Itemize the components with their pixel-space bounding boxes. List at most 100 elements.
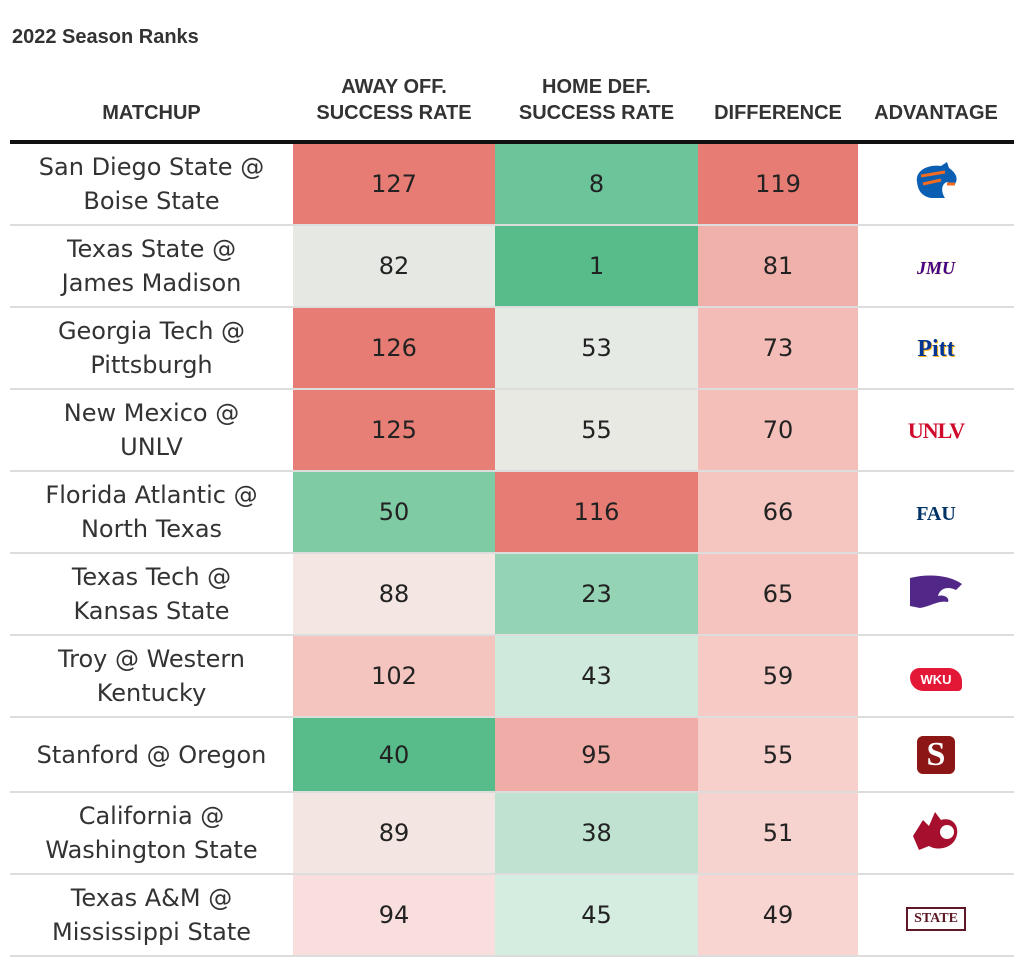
difference-cell: 81 — [698, 225, 858, 308]
table-row: Stanford @ Oregon 40 95 55 S — [10, 717, 1014, 793]
table-row: Texas A&M @ Mississippi State 94 45 49 STATE — [10, 874, 1014, 957]
matchup-line: Stanford @ Oregon — [36, 740, 267, 769]
matchup-cell: San Diego State @ Boise State — [10, 142, 293, 226]
advantage-cell: UNLV — [858, 389, 1014, 472]
stanford-logo: S — [916, 735, 956, 774]
header-row: MATCHUP AWAY OFF. SUCCESS RATE HOME DEF. SUC… — [10, 73, 1014, 144]
away-off-cell: 50 — [293, 471, 495, 554]
kansas-state-logo — [908, 572, 964, 617]
matchup-line: James Madison — [61, 269, 242, 297]
home-def-cell: 95 — [495, 717, 698, 793]
column-header-line: SUCCESS RATE — [518, 102, 675, 124]
matchup-line: California @ — [78, 802, 225, 830]
matchup-cell: Florida Atlantic @ North Texas — [10, 471, 293, 554]
away-off-cell: 94 — [293, 874, 495, 957]
washington-state-logo — [909, 806, 963, 861]
column-header-line: AWAY OFF. — [341, 76, 447, 98]
home-def-cell: 38 — [495, 792, 698, 875]
matchup-line: Washington State — [45, 836, 258, 864]
away-off-cell: 127 — [293, 142, 495, 226]
matchup-line: Boise State — [83, 187, 220, 215]
table-row: California @ Washington State 89 38 51 — [10, 792, 1014, 875]
table-title: 2022 Season Ranks — [12, 26, 199, 48]
boise-state-logo — [911, 161, 961, 207]
matchup-cell: Georgia Tech @ Pittsburgh — [10, 307, 293, 390]
advantage-cell: STATE — [858, 874, 1014, 957]
home-def-cell: 53 — [495, 307, 698, 390]
matchup-line: Mississippi State — [51, 918, 252, 946]
home-def-cell: 45 — [495, 874, 698, 957]
column-header-line: ADVANTAGE — [874, 102, 998, 124]
mississippi-state-logo: STATE — [906, 906, 966, 931]
matchup-line: UNLV — [120, 433, 183, 461]
advantage-cell: WKU — [858, 635, 1014, 718]
matchup-cell: Texas Tech @ Kansas State — [10, 553, 293, 636]
difference-cell: 49 — [698, 874, 858, 957]
column-header-advantage: ADVANTAGE — [858, 73, 1014, 144]
away-off-cell: 126 — [293, 307, 495, 390]
away-off-cell: 89 — [293, 792, 495, 875]
column-header-line: MATCHUP — [102, 102, 201, 124]
advantage-cell — [858, 553, 1014, 636]
table-row: Texas Tech @ Kansas State 88 23 65 — [10, 553, 1014, 636]
table-row: Florida Atlantic @ North Texas 50 116 66 FAU — [10, 471, 1014, 554]
wku-logo: WKU — [910, 667, 962, 691]
advantage-cell: Pitt — [858, 307, 1014, 390]
difference-cell: 70 — [698, 389, 858, 472]
home-def-cell: 1 — [495, 225, 698, 308]
advantage-cell: S — [858, 717, 1014, 793]
unlv-logo: UNLV — [907, 418, 965, 443]
matchup-line: Pittsburgh — [90, 351, 213, 379]
matchup-cell: Texas A&M @ Mississippi State — [10, 874, 293, 957]
column-header-difference: DIFFERENCE — [698, 73, 858, 144]
table-row: Georgia Tech @ Pittsburgh 126 53 73 Pitt — [10, 307, 1014, 390]
difference-cell: 73 — [698, 307, 858, 390]
table-row: Troy @ Western Kentucky 102 43 59 WKU — [10, 635, 1014, 718]
column-header-line: SUCCESS RATE — [316, 102, 472, 124]
home-def-cell: 43 — [495, 635, 698, 718]
home-def-cell: 116 — [495, 471, 698, 554]
away-off-cell: 82 — [293, 225, 495, 308]
matchup-line: Texas Tech @ — [71, 563, 232, 591]
matchup-line: Florida Atlantic @ — [45, 481, 258, 509]
table-row: Texas State @ James Madison 82 1 81 JMU — [10, 225, 1014, 308]
matchup-line: North Texas — [80, 515, 223, 543]
advantage-cell: FAU — [858, 471, 1014, 554]
pitt-logo: Pitt — [917, 335, 955, 362]
matchup-line: San Diego State @ — [38, 153, 265, 181]
difference-cell: 66 — [698, 471, 858, 554]
away-off-cell: 102 — [293, 635, 495, 718]
advantage-cell: JMU — [858, 225, 1014, 308]
matchup-line: Texas State @ — [66, 235, 237, 263]
home-def-cell: 55 — [495, 389, 698, 472]
table-row: San Diego State @ Boise State 127 8 119 — [10, 142, 1014, 226]
home-def-cell: 8 — [495, 142, 698, 226]
matchup-cell: Troy @ Western Kentucky — [10, 635, 293, 718]
fau-logo: FAU — [916, 503, 956, 525]
advantage-cell — [858, 792, 1014, 875]
difference-cell: 55 — [698, 717, 858, 793]
difference-cell: 51 — [698, 792, 858, 875]
matchup-line: Troy @ Western — [57, 645, 246, 673]
column-header-away-off: AWAY OFF. SUCCESS RATE — [293, 73, 495, 144]
difference-cell: 65 — [698, 553, 858, 636]
matchup-line: Texas A&M @ — [70, 884, 233, 912]
matchup-cell: Stanford @ Oregon — [10, 717, 293, 793]
column-header-line: HOME DEF. — [542, 76, 651, 98]
column-header-home-def: HOME DEF. SUCCESS RATE — [495, 73, 698, 144]
away-off-cell: 88 — [293, 553, 495, 636]
matchup-line: New Mexico @ — [63, 399, 240, 427]
matchup-line: Kentucky — [96, 679, 207, 707]
difference-cell: 119 — [698, 142, 858, 226]
matchup-line: Kansas State — [73, 597, 230, 625]
column-header-line: DIFFERENCE — [714, 102, 842, 124]
home-def-cell: 23 — [495, 553, 698, 636]
away-off-cell: 40 — [293, 717, 495, 793]
matchup-line: Georgia Tech @ — [57, 317, 246, 345]
matchup-cell: Texas State @ James Madison — [10, 225, 293, 308]
difference-cell: 59 — [698, 635, 858, 718]
jmu-logo: JMU — [916, 258, 955, 278]
matchup-cell: New Mexico @ UNLV — [10, 389, 293, 472]
matchup-cell: California @ Washington State — [10, 792, 293, 875]
column-header-matchup: MATCHUP — [10, 73, 293, 144]
